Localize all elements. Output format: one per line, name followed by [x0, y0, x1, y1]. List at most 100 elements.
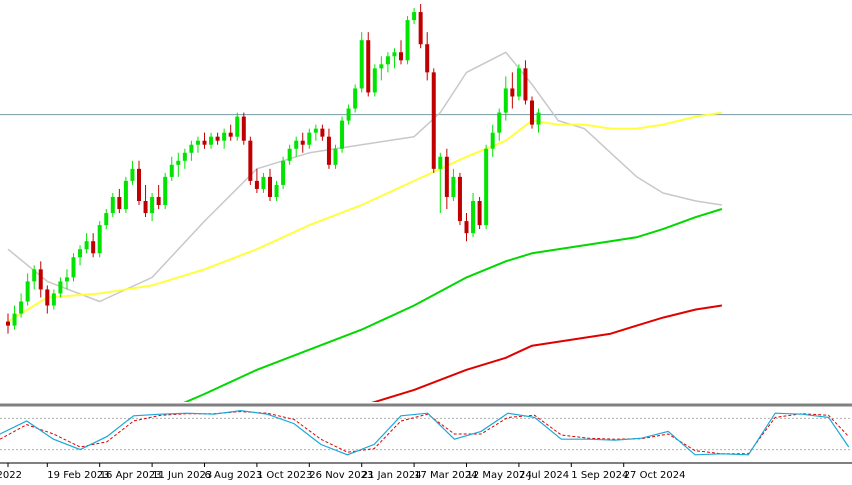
- x-tick-label: 1 Sep 2024: [571, 470, 628, 481]
- candle: [176, 152, 181, 177]
- candle: [399, 40, 403, 65]
- candle: [530, 96, 534, 129]
- x-tick-label: 1 Oct 2023: [257, 470, 312, 481]
- candle: [418, 4, 423, 49]
- candle: [25, 273, 30, 306]
- candle: [320, 124, 325, 141]
- candle: [379, 56, 384, 81]
- x-tick-label: 26 Nov 2023: [309, 470, 373, 481]
- candle: [169, 156, 174, 181]
- candle: [523, 60, 528, 105]
- candle: [274, 180, 279, 201]
- candle: [84, 233, 89, 254]
- candle: [497, 108, 502, 141]
- candle: [117, 188, 122, 214]
- candle: [19, 293, 24, 318]
- candle: [150, 192, 155, 222]
- candle: [326, 128, 331, 169]
- candle: [182, 148, 187, 169]
- x-tick-label: 19 Feb 2023: [47, 470, 109, 481]
- candle: [222, 128, 227, 149]
- candle: [372, 64, 377, 97]
- moving-average-ma-fast: [7, 51, 723, 303]
- x-tick-label: 21 Jan 2024: [362, 470, 422, 481]
- x-tick-label: 6 Aug 2023: [205, 470, 263, 481]
- candle: [228, 124, 233, 141]
- x-tick-label: 27 Oct 2024: [624, 470, 686, 481]
- x-tick-label: 16 Apr 2023: [100, 470, 162, 481]
- candle: [425, 32, 430, 81]
- candle: [195, 136, 200, 153]
- candle: [254, 168, 259, 193]
- stochastic-k-line: [0, 409, 850, 456]
- moving-average-ma-100: [183, 208, 723, 402]
- candle: [385, 52, 390, 73]
- candle: [294, 136, 299, 157]
- candle: [340, 116, 345, 153]
- candle: [143, 184, 148, 218]
- moving-average-ma-50: [7, 111, 723, 323]
- candle: [58, 277, 63, 298]
- candle: [38, 261, 43, 298]
- candle: [97, 221, 102, 258]
- stochastic-d-line: [0, 411, 850, 455]
- x-tick-label: 7 Jul 2024: [519, 470, 569, 481]
- candle: [464, 213, 469, 242]
- candle: [457, 172, 462, 226]
- candle: [503, 76, 508, 121]
- candle: [268, 168, 272, 201]
- candle: [78, 245, 83, 266]
- candle: [202, 132, 207, 149]
- candle: [156, 184, 161, 210]
- candle: [536, 108, 541, 133]
- candle: [104, 209, 109, 230]
- candle: [359, 32, 364, 93]
- candle: [353, 84, 358, 113]
- candle: [241, 112, 246, 145]
- x-tick-label: 17 Mar 2024: [414, 470, 477, 481]
- moving-average-ma-200: [371, 304, 723, 402]
- x-tick-label: 11 Jun 2023: [152, 470, 212, 481]
- candle: [110, 192, 115, 218]
- candle: [444, 148, 449, 210]
- candle: [71, 253, 76, 282]
- candle: [32, 265, 37, 290]
- candle: [163, 172, 168, 210]
- candle: [484, 144, 489, 230]
- candle: [346, 104, 351, 125]
- candle: [300, 132, 305, 153]
- candle: [431, 68, 436, 173]
- candle: [392, 48, 397, 69]
- candle: [189, 140, 194, 161]
- candle: [235, 112, 240, 141]
- candle: [123, 176, 128, 214]
- candle: [137, 160, 141, 206]
- candle: [12, 305, 17, 330]
- x-tick-label: 12 May 2024: [467, 470, 532, 481]
- candle: [281, 156, 286, 189]
- stochastic-panel: [0, 409, 852, 456]
- x-tick-label: 2022: [0, 470, 22, 481]
- candle: [477, 196, 482, 230]
- candle: [261, 172, 266, 193]
- candle: [412, 8, 417, 25]
- candle: [64, 269, 69, 290]
- candle: [248, 136, 253, 185]
- candle: [209, 132, 214, 149]
- price-panel: [0, 4, 852, 402]
- candle: [45, 285, 50, 314]
- candle: [438, 152, 443, 214]
- candle: [307, 128, 312, 149]
- candle: [471, 192, 476, 238]
- candle: [516, 64, 521, 101]
- candle: [405, 16, 410, 65]
- candle: [215, 132, 220, 145]
- candle: [366, 32, 371, 97]
- candle: [91, 233, 96, 258]
- candle: [313, 124, 318, 141]
- candle: [490, 124, 495, 157]
- candle: [510, 72, 515, 109]
- candle: [451, 168, 456, 201]
